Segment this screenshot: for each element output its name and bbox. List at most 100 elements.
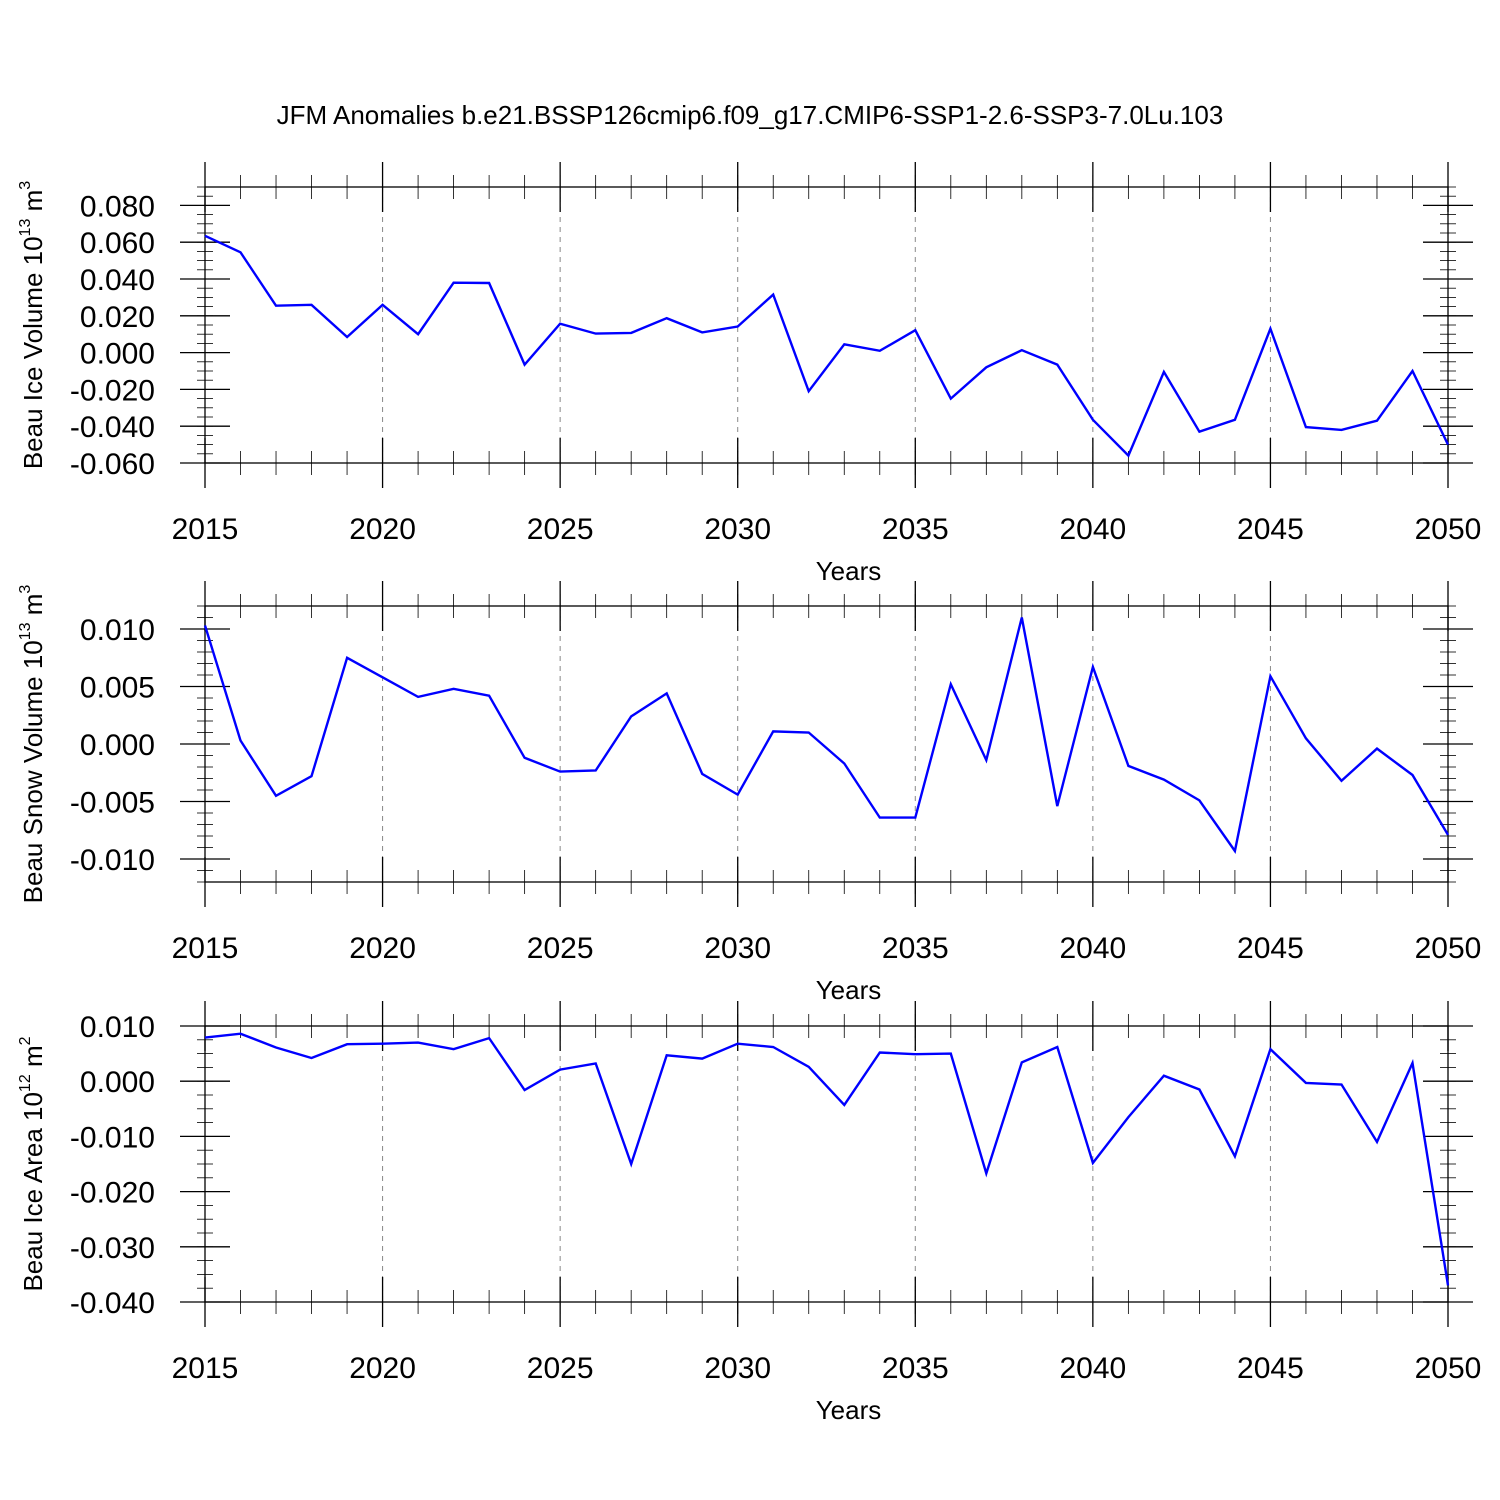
ice-area-x-tick-label: 2020 (349, 1352, 416, 1385)
ice-volume-y-tick-label: 0.080 (80, 190, 155, 223)
ice-volume-data-point (984, 365, 988, 369)
ice-area-data-point (1446, 1283, 1450, 1287)
ice-volume-data-point (842, 342, 846, 346)
ice-volume-x-tick-label: 2040 (1059, 513, 1126, 546)
ice-volume-data-point (1339, 428, 1343, 432)
ice-volume-data-point (913, 328, 917, 332)
ice-volume-data-point (1268, 327, 1272, 331)
snow-volume-x-axis-title: Years (816, 975, 882, 1005)
snow-volume-data-point (1446, 833, 1450, 837)
ice-volume-y-tick-label: 0.000 (80, 338, 155, 371)
ice-volume-data-point (1410, 369, 1414, 373)
ice-area-data-point (274, 1046, 278, 1050)
ice-area-x-tick-label: 2025 (527, 1352, 594, 1385)
ice-area-x-tick-label: 2040 (1059, 1352, 1126, 1385)
ice-volume-x-tick-label: 2035 (882, 513, 949, 546)
ice-area-data-point (1055, 1045, 1059, 1049)
ice-volume-data-point (487, 281, 491, 285)
ice-volume-x-tick-label: 2020 (349, 513, 416, 546)
snow-volume-x-tick-label: 2045 (1237, 932, 1304, 965)
ice-area-y-tick-label: -0.020 (70, 1177, 155, 1210)
snow-volume-data-point (629, 714, 633, 718)
ice-volume-data-point (416, 332, 420, 336)
snow-volume-data-point (416, 695, 420, 699)
ice-volume-data-point (558, 322, 562, 326)
snow-volume-x-tick-label: 2025 (527, 932, 594, 965)
snow-volume-plot-frame (204, 605, 1449, 883)
snow-volume-data-point (239, 739, 243, 743)
snow-volume-data-point (807, 731, 811, 735)
ice-volume-y-tick-label: -0.060 (70, 448, 155, 481)
ice-area-data-point (1020, 1060, 1024, 1064)
snow-volume-panel: -0.010 -0.005 0.000 0.005 0.010 2015 2020 2025 2… (17, 581, 1481, 1005)
ice-area-y-axis-title: Beau Ice Area 1012 m2 (17, 1036, 48, 1291)
snow-volume-data-point (452, 687, 456, 691)
snow-volume-data-point (665, 691, 669, 695)
snow-volume-x-tick-label: 2040 (1059, 932, 1126, 965)
ice-area-data-point (1375, 1140, 1379, 1144)
ice-area-data-point (842, 1103, 846, 1107)
ice-area-data-point (1126, 1115, 1130, 1119)
snow-volume-data-point (842, 762, 846, 766)
ice-volume-x-tick-label: 2015 (172, 513, 239, 546)
ice-volume-x-axis-title: Years (816, 556, 882, 586)
ice-volume-data-point (878, 349, 882, 353)
ice-area-data-point (594, 1062, 598, 1066)
ice-area-x-tick-label: 2030 (704, 1352, 771, 1385)
ice-area-data-point (807, 1065, 811, 1069)
ice-volume-data-point (700, 330, 704, 334)
ice-volume-y-tick-label: 0.040 (80, 264, 155, 297)
snow-volume-data-point (310, 774, 314, 778)
snow-volume-x-tick-label: 2035 (882, 932, 949, 965)
ice-volume-plot-frame (204, 186, 1449, 464)
snow-volume-data-point (1020, 616, 1024, 620)
snow-volume-y-tick-label: -0.010 (70, 844, 155, 877)
ice-volume-data-point (345, 335, 349, 339)
ice-area-x-tick-label: 2035 (882, 1352, 949, 1385)
ice-volume-y-tick-label: -0.020 (70, 374, 155, 407)
ice-volume-data-point (629, 331, 633, 335)
ice-area-panel: -0.040 -0.030 -0.020 -0.010 0.000 0.010 2015 20… (17, 1001, 1481, 1425)
snow-volume-data-point (984, 758, 988, 762)
ice-volume-series-line (204, 234, 1450, 458)
ice-volume-y-tick-label: 0.060 (80, 227, 155, 260)
ice-area-data-point (878, 1050, 882, 1054)
ice-volume-data-point (807, 389, 811, 393)
snow-volume-data-point (736, 793, 740, 797)
snow-volume-data-point (949, 682, 953, 686)
ice-volume-y-tick-label: 0.020 (80, 301, 155, 334)
ice-volume-data-point (523, 363, 527, 367)
ice-area-data-point (629, 1162, 633, 1166)
ice-volume-data-point (381, 303, 385, 307)
snow-volume-data-point (878, 816, 882, 820)
snow-volume-data-point (1162, 778, 1166, 782)
ice-area-data-point (523, 1088, 527, 1092)
ice-area-x-axis-title: Years (816, 1395, 882, 1425)
ice-volume-data-point (949, 397, 953, 401)
snow-volume-data-point (771, 729, 775, 733)
snow-volume-y-tick-label: 0.010 (80, 614, 155, 647)
snow-volume-x-tick-label: 2050 (1415, 932, 1482, 965)
ice-area-x-tick-label: 2050 (1415, 1352, 1482, 1385)
ice-volume-data-point (1446, 443, 1450, 447)
ice-volume-data-point (1375, 419, 1379, 423)
snow-volume-y-tick-label: 0.000 (80, 729, 155, 762)
ice-area-plot-frame (204, 1025, 1449, 1303)
snow-volume-data-point (594, 768, 598, 772)
snow-volume-data-point (381, 675, 385, 679)
ice-volume-data-point (239, 250, 243, 254)
ice-volume-x-tick-label: 2045 (1237, 513, 1304, 546)
ice-area-series-line (204, 1032, 1450, 1286)
ice-area-data-point (771, 1045, 775, 1049)
ice-area-y-tick-label: -0.040 (70, 1287, 155, 1320)
snow-volume-data-point (913, 816, 917, 820)
ice-volume-x-tick-label: 2025 (527, 513, 594, 546)
ice-area-data-point (913, 1052, 917, 1056)
ice-area-data-point (1410, 1061, 1414, 1065)
ice-volume-data-point (736, 324, 740, 328)
ice-area-data-point (452, 1047, 456, 1051)
ice-area-data-point (984, 1171, 988, 1175)
snow-volume-y-tick-label: -0.005 (70, 787, 155, 820)
ice-area-data-point (1162, 1074, 1166, 1078)
